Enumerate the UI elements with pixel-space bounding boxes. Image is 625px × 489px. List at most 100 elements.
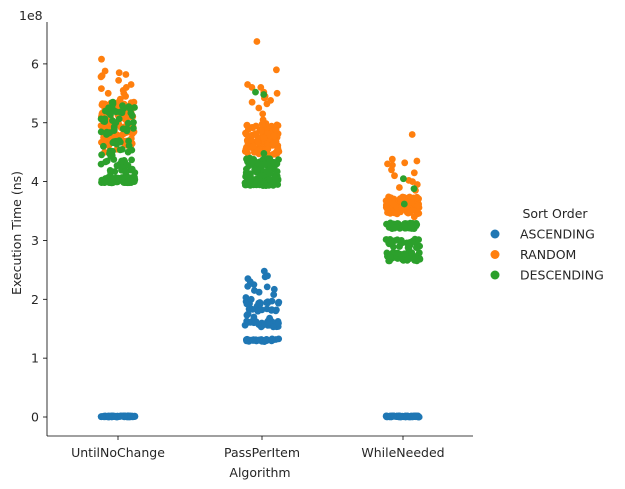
data-point (268, 336, 276, 344)
data-point (251, 166, 259, 173)
data-point (271, 174, 279, 182)
data-point (248, 98, 256, 106)
data-point (251, 181, 258, 188)
data-point (406, 239, 414, 246)
data-point (253, 38, 261, 45)
data-point (410, 185, 418, 193)
data-point (123, 127, 131, 135)
data-point (273, 121, 281, 129)
data-point (413, 157, 421, 165)
data-point (128, 112, 136, 120)
data-point (274, 146, 281, 153)
data-point (270, 285, 278, 293)
data-point (403, 413, 411, 420)
data-point (401, 250, 408, 258)
data-point (244, 158, 251, 166)
series-descending (97, 88, 424, 265)
data-point (260, 91, 268, 98)
data-point (106, 167, 114, 174)
data-point (97, 115, 105, 123)
data-point (114, 174, 122, 182)
data-point (264, 272, 271, 280)
y-tick-label: 0 (31, 410, 39, 425)
x-axis-label: Algorithm (229, 465, 290, 480)
legend-label-descending: DESCENDING (520, 268, 604, 283)
data-point (410, 169, 418, 177)
data-point (106, 412, 113, 420)
data-point (396, 413, 404, 421)
data-point (248, 84, 256, 91)
legend: Sort Order ASCENDING RANDOM DESCENDING (490, 206, 604, 283)
data-point (400, 200, 408, 208)
data-point (400, 175, 407, 183)
data-point (388, 155, 396, 163)
data-point (243, 122, 251, 129)
data-point (251, 287, 258, 294)
x-tick-label: WhileNeeded (361, 445, 444, 460)
data-point (415, 236, 422, 244)
data-point (102, 107, 109, 115)
data-point (268, 307, 275, 314)
data-point (127, 81, 135, 88)
data-point (389, 200, 397, 208)
data-point (409, 178, 416, 186)
data-point (106, 150, 113, 158)
data-point (247, 295, 255, 303)
data-point (256, 299, 264, 306)
data-point (262, 182, 270, 190)
data-point (116, 95, 124, 103)
data-point (249, 157, 257, 165)
legend-marker-ascending (490, 229, 500, 239)
data-point (108, 179, 115, 187)
data-point (260, 134, 268, 142)
data-point (270, 291, 278, 298)
data-point (386, 221, 393, 228)
legend-label-ascending: ASCENDING (520, 227, 595, 242)
data-point (124, 148, 132, 156)
data-point (118, 146, 126, 153)
data-point (273, 66, 280, 74)
data-point (255, 104, 263, 112)
y-tick-label: 1 (31, 351, 39, 366)
data-point (270, 158, 277, 166)
data-point (98, 85, 105, 92)
data-point (257, 84, 265, 91)
data-point (110, 123, 118, 131)
data-point (383, 205, 391, 213)
data-point (408, 225, 416, 232)
y-tick-label: 6 (31, 56, 39, 71)
data-point (267, 97, 274, 104)
data-point (122, 168, 130, 176)
data-point (391, 224, 398, 232)
data-point (263, 283, 271, 291)
data-point (257, 172, 265, 180)
data-point (110, 138, 118, 146)
data-point (245, 319, 252, 326)
data-point (258, 127, 265, 135)
data-point (413, 221, 421, 229)
data-point (403, 224, 410, 232)
y-tick-label: 3 (31, 233, 39, 248)
data-point (394, 249, 401, 257)
data-point (98, 151, 105, 159)
data-point (408, 207, 416, 214)
data-point (244, 283, 252, 290)
data-point (254, 138, 261, 146)
data-point (128, 165, 136, 173)
data-point (259, 116, 267, 124)
data-point (269, 323, 277, 331)
data-point (244, 310, 252, 318)
data-point (382, 236, 390, 243)
data-point (397, 240, 404, 248)
legend-marker-random (490, 250, 500, 259)
legend-label-random: RANDOM (520, 247, 576, 262)
series-random (97, 38, 423, 221)
data-point (124, 119, 132, 127)
data-point (115, 77, 122, 84)
data-point (252, 88, 259, 96)
data-point (98, 101, 106, 109)
data-point (108, 103, 116, 111)
data-point (408, 131, 416, 138)
data-point (98, 55, 105, 63)
